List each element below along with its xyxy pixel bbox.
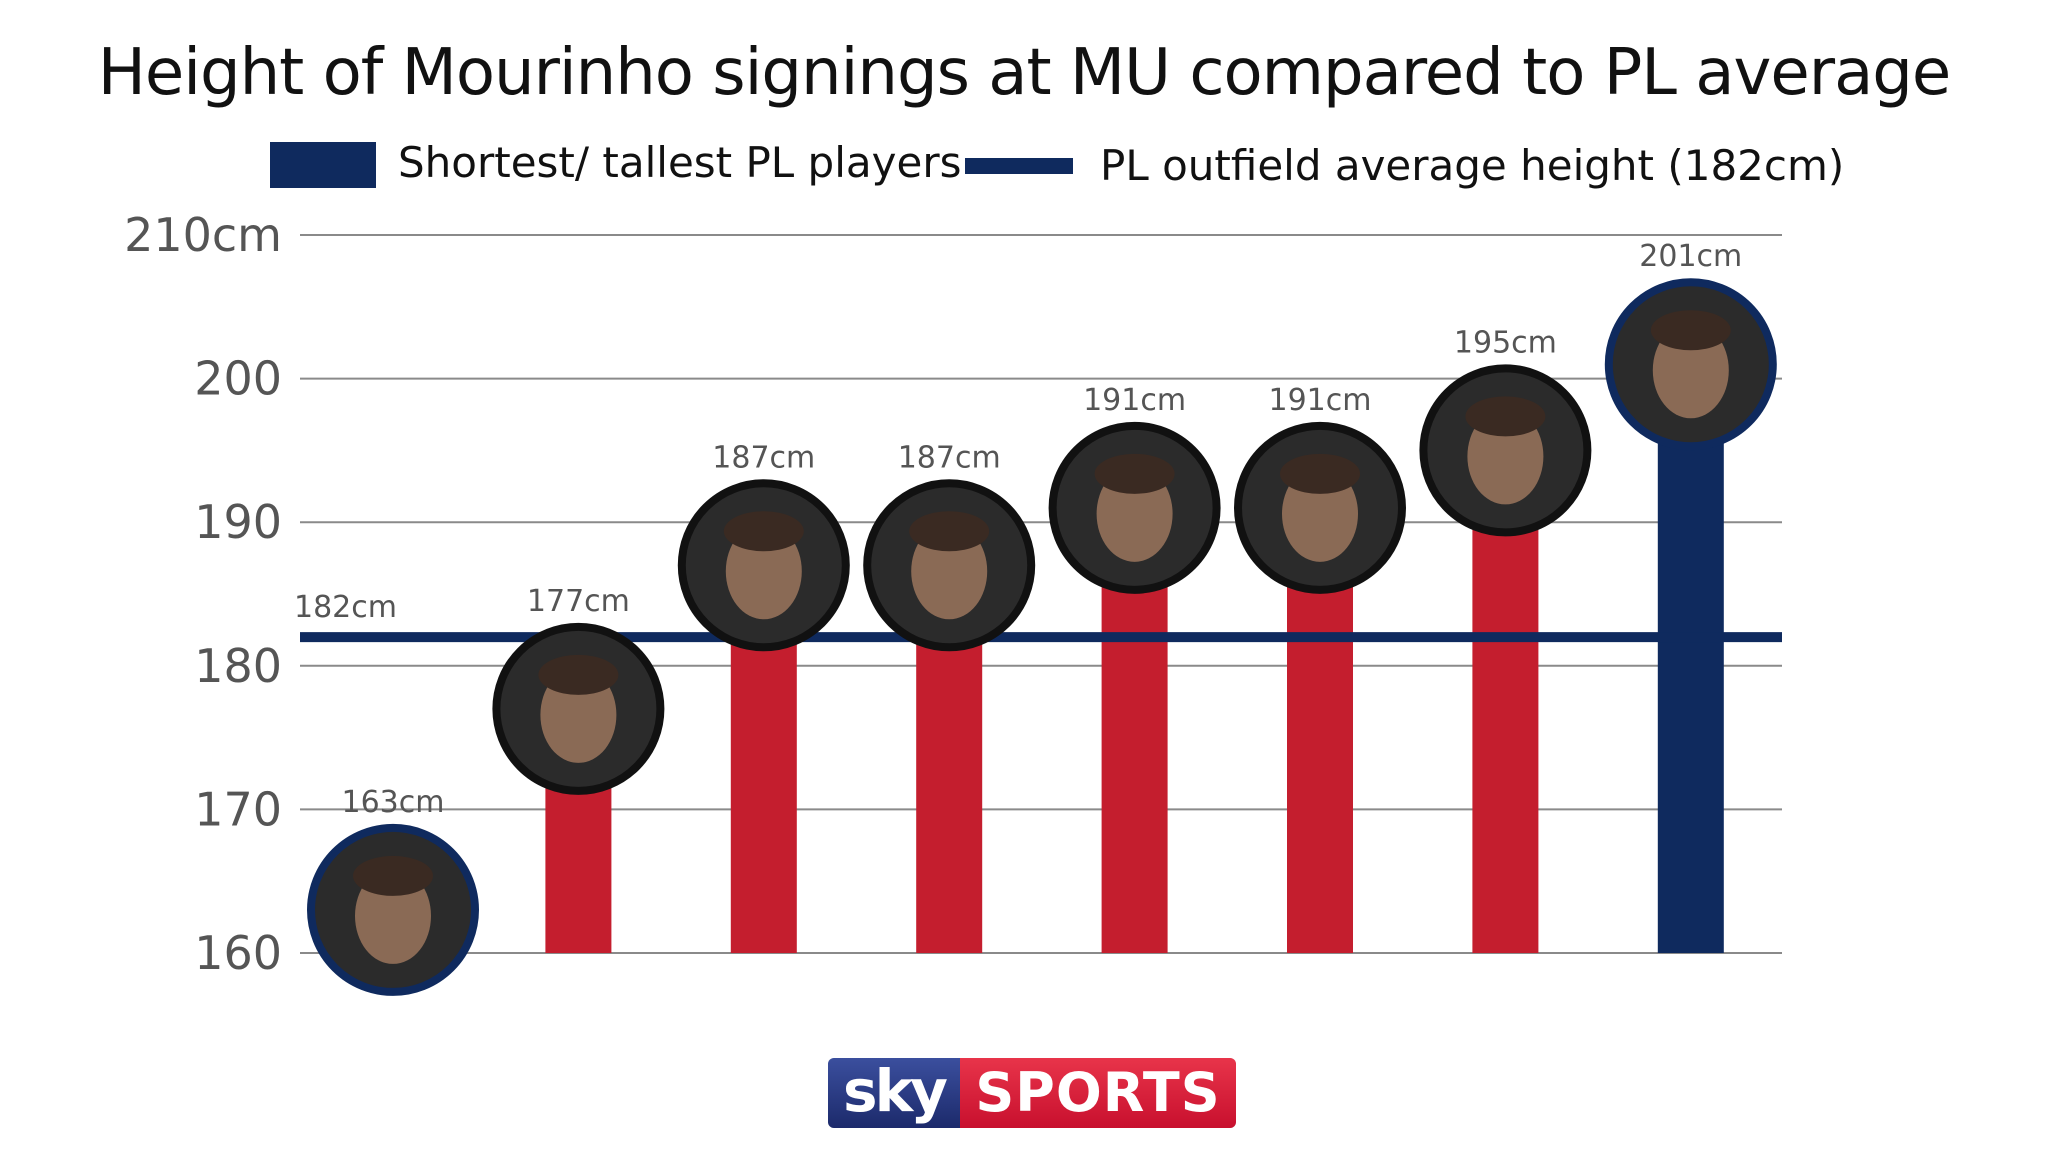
bar-value-label: 195cm xyxy=(1454,325,1557,360)
hair-icon xyxy=(1465,396,1546,437)
bar xyxy=(1657,364,1724,953)
y-tick-label: 160 xyxy=(194,926,282,980)
average-line: 182cm xyxy=(294,590,1782,643)
legend-swatch-line xyxy=(965,158,1073,174)
bar-value-label: 191cm xyxy=(1269,383,1372,418)
value-labels: 163cm 177cm 187cm 187cm 191cm 191cm 195cm 201cm xyxy=(342,239,1743,820)
sky-sports-logo: sky SPORTS xyxy=(828,1058,1236,1128)
bar-value-label: 187cm xyxy=(712,440,815,475)
hair-icon xyxy=(1094,453,1175,494)
hair-icon xyxy=(1650,310,1731,351)
legend-swatch-box xyxy=(270,142,376,188)
hair-icon xyxy=(538,654,619,695)
chart-title: Height of Mourinho signings at MU compar… xyxy=(97,36,1952,110)
y-tick-label: 170 xyxy=(194,782,282,836)
hair-icon xyxy=(723,511,804,552)
legend-label-average: PL outfield average height (182cm) xyxy=(1100,141,1845,190)
y-tick-label: 210cm xyxy=(124,208,282,262)
bar-value-label: 177cm xyxy=(527,584,630,619)
bar-value-label: 187cm xyxy=(898,440,1001,475)
y-tick-label: 200 xyxy=(194,352,282,406)
bar-value-label: 191cm xyxy=(1083,383,1186,418)
player-markers xyxy=(307,278,1777,996)
logo-sky: sky xyxy=(828,1058,960,1128)
logo-sports: SPORTS xyxy=(960,1058,1236,1128)
hair-icon xyxy=(909,511,990,552)
reference-line-label: 182cm xyxy=(294,590,397,625)
grid-lines xyxy=(300,234,1782,954)
legend: Shortest/ tallest PL players PL outfield… xyxy=(0,138,2048,198)
bar-value-label: 201cm xyxy=(1639,239,1742,274)
legend-label-extremes: Shortest/ tallest PL players xyxy=(398,138,962,187)
hair-icon xyxy=(1280,453,1360,494)
hair-icon xyxy=(353,855,433,896)
bar-value-label: 163cm xyxy=(342,785,445,820)
y-tick-label: 180 xyxy=(194,639,282,693)
y-tick-label: 190 xyxy=(194,495,282,549)
y-axis-ticks: 210cm 200 190 180 170 160 xyxy=(124,208,282,980)
